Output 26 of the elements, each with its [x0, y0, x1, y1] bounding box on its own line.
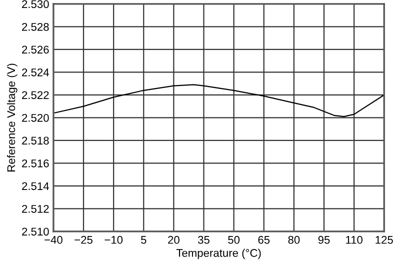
x-tick-label: 20 — [168, 236, 180, 244]
y-tick-label: 2.516 — [22, 159, 49, 168]
y-tick-label: 2.528 — [22, 22, 49, 31]
x-tick-label: −10 — [104, 236, 123, 244]
y-tick-label: 2.512 — [22, 204, 49, 213]
x-tick-label: 5 — [140, 236, 146, 244]
x-tick-label: −25 — [74, 236, 92, 244]
y-tick-label: 2.514 — [22, 182, 49, 190]
x-tick-label: 50 — [228, 236, 240, 244]
y-axis-title: Reference Voltage (V) — [6, 64, 18, 172]
x-tick-label: 110 — [346, 236, 362, 244]
line-series — [53, 84, 384, 118]
y-tick-label: 2.518 — [22, 136, 49, 145]
y-tick-label: 2.524 — [22, 68, 49, 76]
x-tick-label: −40 — [44, 236, 62, 244]
x-tick-label: 35 — [198, 236, 210, 244]
x-tick-label: 65 — [258, 236, 270, 244]
y-tick-label: 2.510 — [22, 228, 49, 236]
x-tick-label: 80 — [288, 236, 300, 244]
x-tick-label: 125 — [376, 236, 393, 244]
y-tick-label: 2.522 — [22, 91, 49, 100]
x-axis-title: Temperature (°C) — [176, 248, 261, 260]
x-tick-label: 95 — [318, 236, 330, 244]
y-tick-label: 2.530 — [22, 0, 49, 8]
y-tick-label: 2.520 — [22, 114, 49, 122]
y-tick-label: 2.526 — [22, 46, 49, 54]
